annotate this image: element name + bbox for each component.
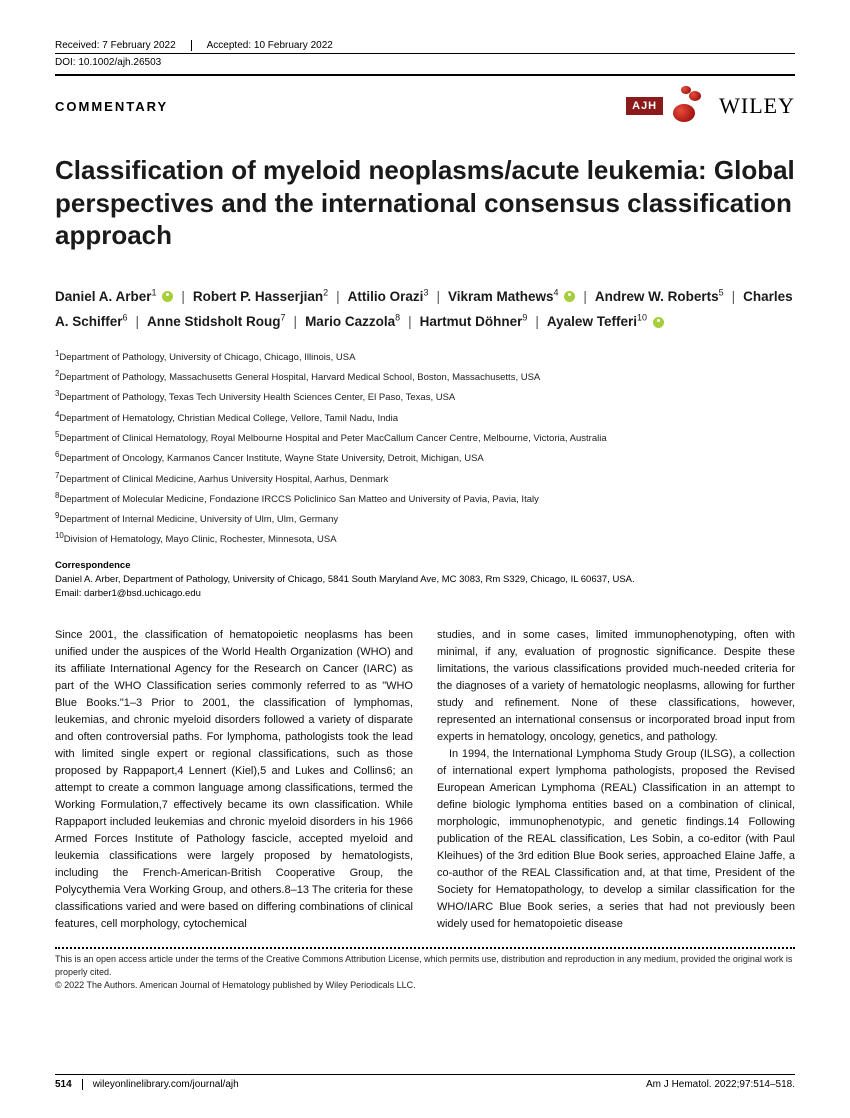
- body-para: studies, and in some cases, limited immu…: [437, 627, 795, 746]
- doi: DOI: 10.1002/ajh.26503: [55, 54, 795, 76]
- affiliation: 8Department of Molecular Medicine, Fonda…: [55, 489, 795, 508]
- author-separator: |: [181, 289, 185, 304]
- wiley-logo: WILEY: [719, 93, 795, 119]
- blood-cells-icon: [671, 86, 711, 126]
- article-type: COMMENTARY: [55, 99, 168, 114]
- body-col-right: studies, and in some cases, limited immu…: [437, 627, 795, 934]
- orcid-icon: [653, 317, 664, 328]
- orcid-icon: [564, 291, 575, 302]
- affiliation: 7Department of Clinical Medicine, Aarhus…: [55, 469, 795, 488]
- received-date: Received: 7 February 2022: [55, 40, 192, 51]
- body-para: In 1994, the International Lymphoma Stud…: [437, 746, 795, 934]
- citation: Am J Hematol. 2022;97:514–518.: [646, 1079, 795, 1090]
- author-separator: |: [294, 314, 298, 329]
- author-separator: |: [583, 289, 587, 304]
- author: Hartmut Döhner9: [420, 314, 528, 329]
- correspondence-block: Correspondence Daniel A. Arber, Departme…: [55, 559, 795, 602]
- affiliation: 10Division of Hematology, Mayo Clinic, R…: [55, 529, 795, 548]
- license-text: This is an open access article under the…: [55, 953, 795, 978]
- author-separator: |: [408, 314, 412, 329]
- affiliation: 1Department of Pathology, University of …: [55, 347, 795, 366]
- affiliation: 2Department of Pathology, Massachusetts …: [55, 367, 795, 386]
- author: Anne Stidsholt Roug7: [147, 314, 286, 329]
- accepted-date: Accepted: 10 February 2022: [192, 40, 333, 51]
- author-separator: |: [732, 289, 736, 304]
- affiliation: 4Department of Hematology, Christian Med…: [55, 408, 795, 427]
- author: Daniel A. Arber1: [55, 289, 173, 304]
- body-col-left: Since 2001, the classification of hemato…: [55, 627, 413, 934]
- page-footer: 514 wileyonlinelibrary.com/journal/ajh A…: [55, 1074, 795, 1090]
- article-title: Classification of myeloid neoplasms/acut…: [55, 154, 795, 252]
- ajh-badge: AJH: [626, 97, 663, 115]
- correspondence-header: Correspondence: [55, 559, 795, 573]
- affiliation: 6Department of Oncology, Karmanos Cancer…: [55, 448, 795, 467]
- page-number: 514: [55, 1079, 83, 1090]
- author-separator: |: [336, 289, 340, 304]
- journal-url: wileyonlinelibrary.com/journal/ajh: [93, 1079, 239, 1090]
- body-para: Since 2001, the classification of hemato…: [55, 627, 413, 934]
- author: Mario Cazzola8: [305, 314, 400, 329]
- author-separator: |: [136, 314, 140, 329]
- author: Andrew W. Roberts5: [595, 289, 724, 304]
- author: Robert P. Hasserjian2: [193, 289, 328, 304]
- affiliation: 9Department of Internal Medicine, Univer…: [55, 509, 795, 528]
- author-separator: |: [535, 314, 539, 329]
- correspondence-text: Daniel A. Arber, Department of Pathology…: [55, 573, 795, 587]
- license-block: This is an open access article under the…: [55, 947, 795, 991]
- publisher-logo: AJH WILEY: [626, 86, 795, 126]
- submission-dates: Received: 7 February 2022 Accepted: 10 F…: [55, 40, 795, 54]
- author-separator: |: [436, 289, 440, 304]
- correspondence-email: Email: darber1@bsd.uchicago.edu: [55, 587, 795, 601]
- author-list: Daniel A. Arber1 | Robert P. Hasserjian2 |…: [55, 284, 795, 335]
- copyright-text: © 2022 The Authors. American Journal of …: [55, 979, 795, 992]
- affiliation: 5Department of Clinical Hematology, Roya…: [55, 428, 795, 447]
- author: Attilio Orazi3: [348, 289, 429, 304]
- author: Ayalew Tefferi10: [547, 314, 664, 329]
- author: Vikram Mathews4: [448, 289, 575, 304]
- affiliation: 3Department of Pathology, Texas Tech Uni…: [55, 387, 795, 406]
- affiliation-list: 1Department of Pathology, University of …: [55, 347, 795, 549]
- article-body: Since 2001, the classification of hemato…: [55, 627, 795, 934]
- orcid-icon: [162, 291, 173, 302]
